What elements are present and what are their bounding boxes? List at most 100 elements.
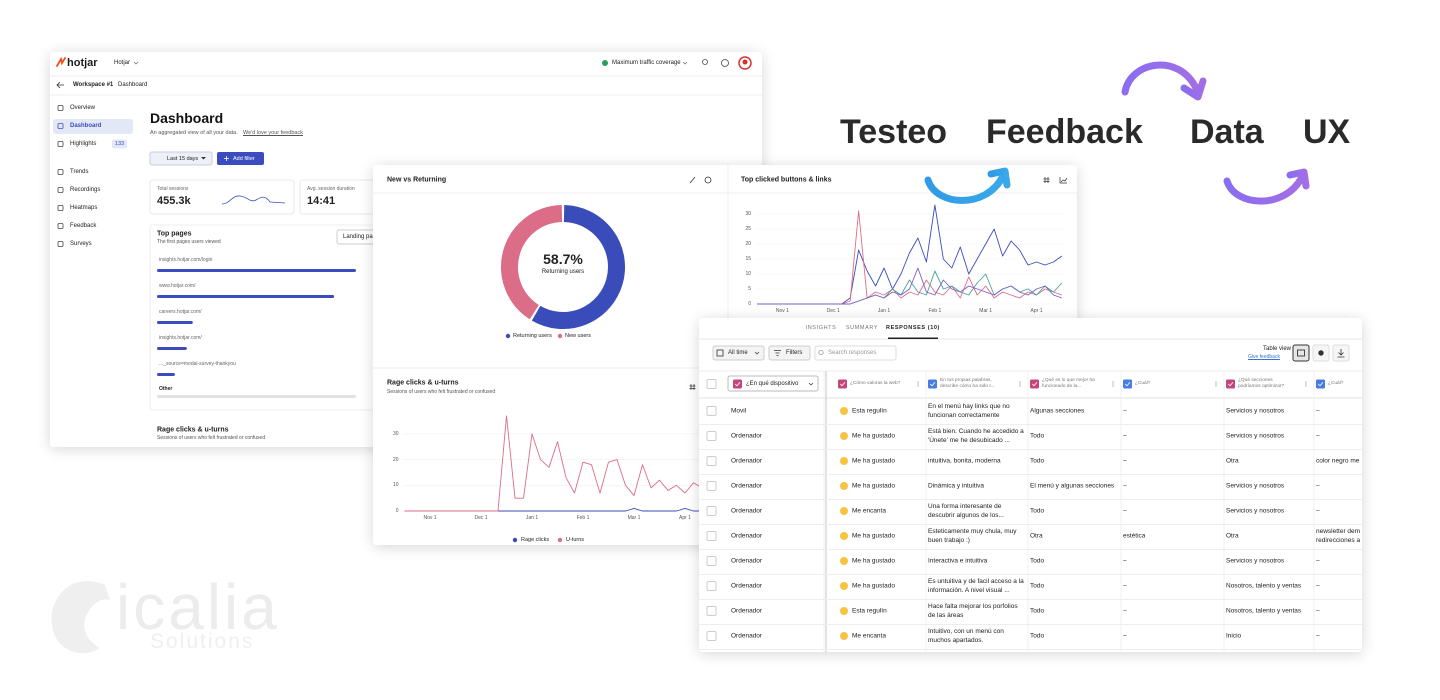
tab-underline xyxy=(888,337,938,339)
table-cell: Ordenador xyxy=(731,632,763,640)
y-tick-label: 20 xyxy=(392,456,399,463)
checkbox xyxy=(706,581,717,591)
icon-check xyxy=(929,382,936,387)
nav-item: Trends xyxy=(70,169,89,175)
table-cell: – xyxy=(1123,432,1127,440)
y-tick-label: 10 xyxy=(745,271,751,277)
table-cell: Algunas secciones xyxy=(1030,407,1085,415)
legend-swatch xyxy=(512,537,518,543)
table-cell: Todo xyxy=(1030,557,1045,565)
x-tick-label: Mar 1 xyxy=(979,308,993,314)
button xyxy=(768,345,811,361)
table-cell: Ordenador xyxy=(731,432,763,440)
table-cell: Interactiva e intuitiva xyxy=(928,557,988,565)
percent-icon xyxy=(689,176,696,184)
icon-check xyxy=(1317,382,1324,387)
legend-label: Returning users xyxy=(513,333,552,339)
column-header: ¿Cómo valoras la web? xyxy=(850,381,901,386)
help-icon xyxy=(721,59,729,67)
page-bar xyxy=(157,373,175,376)
logo-tagline: Solutions xyxy=(150,630,255,653)
y-tick-label: 30 xyxy=(745,211,751,217)
column-header: ¿Cuál? xyxy=(1135,381,1151,386)
donut-center-value: 58.7% xyxy=(543,251,583,267)
table-cell: Ordenador xyxy=(731,532,763,540)
table-cell: Inicio xyxy=(1226,632,1242,640)
headline-word: Feedback xyxy=(986,113,1143,151)
kebab-dot xyxy=(917,383,919,385)
kebab-dot xyxy=(1112,385,1114,387)
table-cell: Dinámica y intuitiva xyxy=(928,482,984,490)
nav-icon xyxy=(57,241,64,247)
date-filter: Last 15 days xyxy=(167,155,199,162)
table-cell: Todo xyxy=(1030,607,1045,615)
series-line xyxy=(404,415,711,512)
legend-swatch xyxy=(505,333,511,339)
column-header: ¿Qué es lo que mejor ha funcionado de la… xyxy=(1042,378,1095,389)
table-cell: Ordenador xyxy=(731,457,763,465)
table-cell: Todo xyxy=(1030,457,1045,465)
table-cell: – xyxy=(1123,582,1127,590)
rating-face xyxy=(840,532,848,540)
chevron xyxy=(754,351,760,355)
chart-title: Rage clicks & u-turns xyxy=(387,379,459,387)
headline-word: Testeo xyxy=(840,113,948,151)
headline-word: Data xyxy=(1190,113,1264,151)
x-tick-label: Mar 1 xyxy=(627,515,641,521)
table-cell: Todo xyxy=(1030,432,1045,440)
column-icon xyxy=(838,379,847,389)
y-tick-label: 15 xyxy=(745,256,751,262)
legend-label: U-turns xyxy=(566,537,585,543)
icon-check xyxy=(734,382,741,387)
table-cell: El menú y algunas secciones xyxy=(1030,482,1115,490)
card-subtitle: Sessions of users who felt frustrated or… xyxy=(157,435,266,441)
page-url: insights.hotjar.com/ xyxy=(159,335,202,341)
kebab-dot xyxy=(1112,383,1114,385)
page-url: Other xyxy=(159,386,173,392)
settings-icon xyxy=(1318,350,1324,356)
clock-icon xyxy=(704,176,712,184)
table-cell: newsletter dem redirecciones a xyxy=(1316,528,1361,544)
brand-icon xyxy=(56,56,66,67)
hash-icon xyxy=(1043,177,1050,183)
checkbox xyxy=(706,431,717,441)
table-cell: Me ha gustado xyxy=(852,432,896,440)
legend-swatch xyxy=(557,333,563,339)
page-url: careers.hotjar.com/ xyxy=(159,309,202,315)
nav-item: Dashboard xyxy=(70,123,102,129)
donut-center-label: Returning users xyxy=(541,269,585,275)
x-tick-label: Dec 1 xyxy=(474,515,488,521)
stat-value: 14:41 xyxy=(307,195,336,207)
x-tick-label: Dec 1 xyxy=(826,308,840,314)
avatar-inner xyxy=(742,59,748,65)
table-cell: – xyxy=(1123,457,1127,465)
kebab-dot xyxy=(1215,381,1217,383)
chevron xyxy=(682,61,688,65)
checkbox xyxy=(706,379,717,389)
table-cell: – xyxy=(1316,557,1320,565)
checkbox xyxy=(706,406,717,416)
tab: INSIGHTS xyxy=(805,325,837,331)
headline-word: UX xyxy=(1303,113,1351,151)
rating-face xyxy=(840,482,848,490)
page-bar xyxy=(157,269,356,272)
column-icon xyxy=(1123,379,1132,389)
icon-check xyxy=(839,382,846,387)
nav-icon xyxy=(57,205,64,211)
table-cell: Esta regulín xyxy=(852,407,887,415)
feedback-link: We'd love your feedback xyxy=(243,130,303,136)
chart-title: Top clicked buttons & links xyxy=(741,176,832,184)
table-cell: color negro me xyxy=(1316,457,1360,465)
table-cell: Hace falta mejorar los porfolios de las … xyxy=(928,603,1018,619)
table-cell: Es untuitiva y de facil acceso a la info… xyxy=(928,578,1024,594)
x-tick-label: Jan 1 xyxy=(525,515,539,521)
table-cell: estética xyxy=(1123,532,1146,540)
y-tick-label: 10 xyxy=(392,482,399,489)
x-tick-label: Nov 1 xyxy=(775,308,789,314)
icon-check xyxy=(1031,382,1038,387)
kebab-dot xyxy=(1019,385,1021,387)
back-arrow xyxy=(56,81,64,89)
checkbox xyxy=(706,481,717,491)
view-label: Table view xyxy=(1263,346,1292,352)
